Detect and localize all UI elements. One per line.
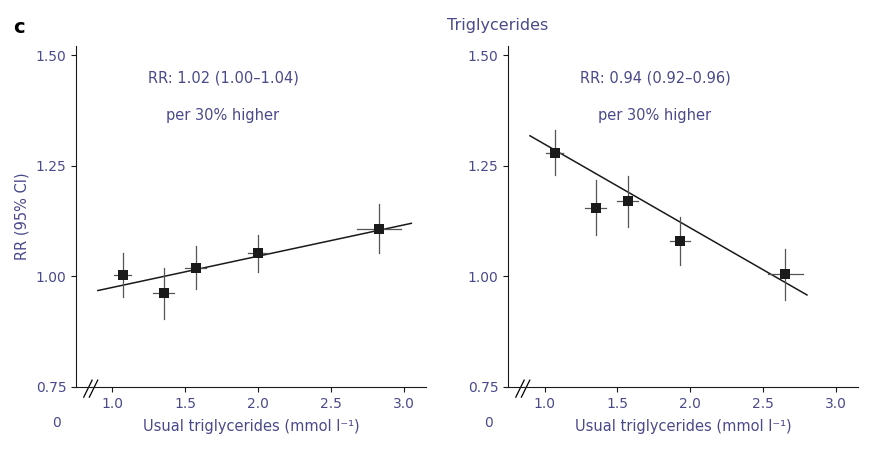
Text: Triglycerides: Triglycerides: [447, 18, 548, 33]
X-axis label: Usual triglycerides (mmol l⁻¹): Usual triglycerides (mmol l⁻¹): [574, 419, 791, 434]
Text: RR: 1.02 (1.00–1.04): RR: 1.02 (1.00–1.04): [148, 70, 299, 85]
X-axis label: Usual triglycerides (mmol l⁻¹): Usual triglycerides (mmol l⁻¹): [142, 419, 360, 434]
Text: per 30% higher: per 30% higher: [167, 108, 279, 123]
Y-axis label: RR (95% CI): RR (95% CI): [15, 173, 30, 260]
Text: RR: 0.94 (0.92–0.96): RR: 0.94 (0.92–0.96): [580, 70, 731, 85]
Text: 0: 0: [485, 416, 493, 430]
Text: 0: 0: [52, 416, 61, 430]
Text: per 30% higher: per 30% higher: [599, 108, 711, 123]
Text: c: c: [13, 18, 24, 37]
